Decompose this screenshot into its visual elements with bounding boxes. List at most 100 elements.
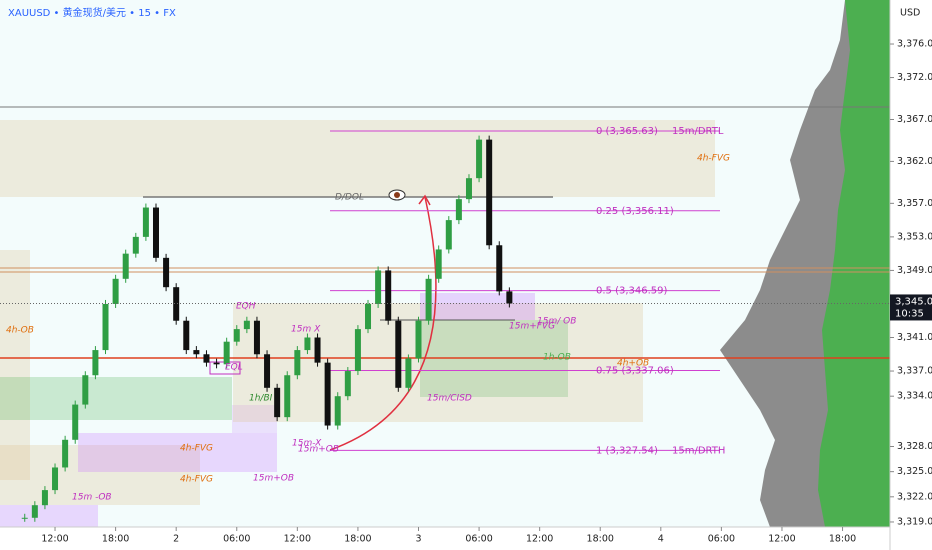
candle [274,387,281,418]
arrow-head [418,194,431,206]
zone [233,303,643,422]
candle [92,350,99,376]
annotation: 4h+OB [617,359,649,369]
candle [354,329,361,372]
annotation: 15m -OB [72,493,112,503]
fib-note: 15m/DRTL [672,126,724,137]
candle [415,320,422,359]
candle [344,371,351,397]
arrow [329,196,437,451]
candle [152,207,159,258]
x-tick-label: 06:00 [465,534,492,545]
candle [435,249,442,279]
y-tick-label: 3,328.00 [897,441,932,452]
annotation: 15m/ OB [537,317,576,327]
x-tick-label: 06:00 [223,534,250,545]
candle [284,375,291,418]
x-tick-label: 2 [173,534,179,545]
candle [375,270,382,304]
candle [304,337,311,351]
x-tick-label: 18:00 [587,534,614,545]
x-tick-label: 06:00 [708,534,735,545]
candle [132,236,139,254]
candle [82,375,89,405]
currency: USD [900,8,920,19]
annotation: 15m+OB [298,445,339,455]
candle [506,291,513,304]
candle [486,139,493,246]
x-tick-label: 18:00 [102,534,129,545]
annotation: D/DOL [335,193,364,203]
y-tick-label: 3,319.00 [897,516,932,527]
annotation: 4h-OB [6,326,34,336]
annotation: 15m X [291,325,321,335]
candle [405,358,412,388]
candle [465,178,472,200]
candle [142,207,149,237]
candle [213,362,220,365]
candle [203,354,210,363]
fib-label: 0.5 (3,346.59) [596,286,668,297]
x-tick-label: 18:00 [829,534,856,545]
x-tick-label: 12:00 [41,534,68,545]
y-tick-label: 3,372.00 [897,72,932,83]
y-tick-label: 3,349.00 [897,265,932,276]
candle [253,320,260,355]
candle [314,337,321,363]
time-axis [0,527,890,550]
candle [334,396,341,426]
candle [72,404,79,440]
annotation: 4h-FVG [180,444,213,454]
annotation: 15m+OB [253,474,294,484]
candle [112,278,119,304]
annotations: D/DOL EQH EQL 4h-OB 15m X 1h/BI 15m-X 15… [6,154,730,503]
candle [365,303,372,330]
zone [0,250,30,480]
candle [385,270,392,321]
y-tick-label: 3,325.00 [897,466,932,477]
fib-label: 0 (3,365.63) [596,126,658,137]
last-price: 3,345.06 [895,296,932,307]
candle [122,253,129,279]
y-tick-label: 3,376.00 [897,39,932,50]
annotation: EQL [225,363,243,373]
candle [21,517,28,519]
x-tick-label: 12:00 [284,534,311,545]
zone [0,377,232,420]
candle [31,505,38,518]
candle [395,320,402,388]
fib-label: 0.75 (3,337.06) [596,366,674,377]
y-tick-label: 3,341.00 [897,332,932,343]
zone [0,120,715,197]
y-tick-label: 3,353.00 [897,231,932,242]
countdown: 10:35 [895,308,924,319]
annotation: 15m-X [292,439,322,449]
y-tick-label: 3,357.00 [897,198,932,209]
zone [0,445,200,505]
price-axis [890,0,932,550]
y-tick-label: 3,367.00 [897,114,932,125]
candle [425,278,432,321]
candle [445,220,452,250]
y-tick-label: 3,322.00 [897,491,932,502]
candle [324,362,331,426]
y-tick-label: 3,362.00 [897,156,932,167]
candle [233,329,240,342]
candle [264,354,271,388]
fib-note: 15m/DRTH [672,445,725,456]
zone [78,433,277,472]
candle [183,320,190,351]
candle [52,467,59,491]
annotation: 15m+FVG [509,322,555,332]
volume-profile [818,0,890,527]
zone [420,293,535,320]
x-tick-label: 4 [658,534,664,545]
zone [232,405,277,433]
annotation: EQH [236,302,256,312]
y-tick-label: 3,337.00 [897,366,932,377]
chart-title: XAUUSD • 黄金现货/美元 • 15 • FX [8,6,176,19]
zone [0,505,98,527]
annotation: 15m/CISD [427,394,472,404]
annotation: 4h-FVG [697,154,730,164]
